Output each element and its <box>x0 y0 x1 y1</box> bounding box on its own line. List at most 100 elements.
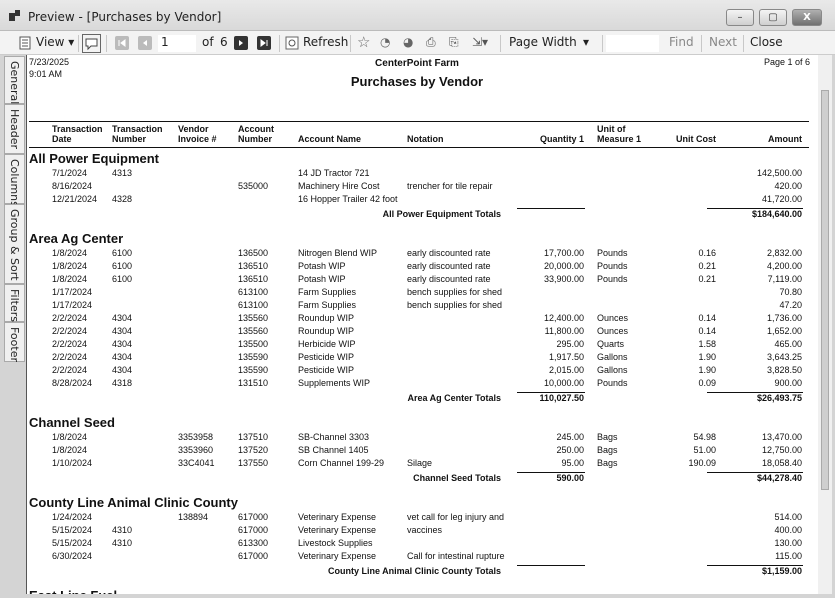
amount-cell: 13,470.00 <box>761 432 802 442</box>
group-total-label: All Power Equipment Totals <box>382 209 501 219</box>
account-number-cell: 617000 <box>238 525 269 535</box>
side-tab-columns[interactable]: Columns <box>4 154 25 207</box>
group-total-amount: $26,493.75 <box>756 393 802 403</box>
unit-cost-cell: 51.00 <box>693 445 716 455</box>
amount-total-rule <box>707 208 803 209</box>
group-total-label: County Line Animal Clinic County Totals <box>327 566 501 576</box>
refresh-icon <box>285 36 299 50</box>
amount-cell: 3,828.50 <box>766 365 802 375</box>
column-header-unit-of-measure: Unit of Measure 1 <box>597 124 642 144</box>
unit-cost-cell: 0.09 <box>698 378 716 388</box>
vendor-invoice-cell: 3353960 <box>178 445 214 455</box>
first-page-icon[interactable] <box>115 36 129 50</box>
next-button[interactable]: Next <box>709 35 737 49</box>
transaction-number-cell: 4304 <box>112 365 133 375</box>
amount-cell: 465.00 <box>774 339 802 349</box>
unit-cost-cell: 190.09 <box>688 458 716 468</box>
amount-cell: 400.00 <box>774 525 802 535</box>
transaction-date-cell: 8/28/2024 <box>52 378 93 388</box>
amount-cell: 130.00 <box>774 538 802 548</box>
transaction-number-cell: 4304 <box>112 326 133 336</box>
account-number-cell: 617000 <box>238 551 269 561</box>
quantity-total-rule <box>517 472 585 473</box>
quantity-cell: 33,900.00 <box>543 274 584 284</box>
globe-icon[interactable]: ◕ <box>403 35 414 49</box>
view-label: View <box>36 35 65 49</box>
transaction-number-cell: 4304 <box>112 352 133 362</box>
print-setup-icon[interactable]: ⎘ <box>449 35 459 49</box>
transaction-date-cell: 6/30/2024 <box>52 551 93 561</box>
quantity-total-rule <box>517 392 585 393</box>
app-icon <box>9 10 20 21</box>
transaction-date-cell: 7/1/2024 <box>52 168 88 178</box>
vendor-group-header: East Line Fuel <box>29 588 117 594</box>
comment-toggle-icon[interactable] <box>82 34 101 53</box>
unit-cost-cell: 0.16 <box>698 248 716 258</box>
transaction-date-cell: 1/17/2024 <box>52 300 93 310</box>
side-tab-header[interactable]: Header <box>4 104 25 154</box>
header-bottom-rule <box>29 147 809 148</box>
transaction-date-cell: 5/15/2024 <box>52 525 93 535</box>
transaction-date-cell: 2/2/2024 <box>52 326 88 336</box>
scrollbar-thumb[interactable] <box>821 90 829 490</box>
unit-cost-cell: 0.14 <box>698 326 716 336</box>
minimize-button[interactable]: – <box>726 9 754 26</box>
side-tab-general[interactable]: General <box>4 56 25 104</box>
transaction-date-cell: 1/8/2024 <box>52 432 88 442</box>
total-pages: 6 <box>220 35 228 49</box>
title-bar: Preview - [Purchases by Vendor] – ▢ X <box>0 0 835 31</box>
column-header-vendor-invoice: Vendor Invoice # <box>178 124 217 144</box>
account-name-cell: Herbicide WIP <box>298 339 356 349</box>
view-menu[interactable]: View ▾ <box>36 35 75 49</box>
amount-cell: 12,750.00 <box>761 445 802 455</box>
unit-of-measure-cell: Bags <box>597 445 618 455</box>
column-header-transaction-date: Transaction Date <box>52 124 103 144</box>
find-button[interactable]: Find <box>669 35 694 49</box>
previous-page-icon[interactable] <box>138 36 152 50</box>
unit-of-measure-cell: Pounds <box>597 261 628 271</box>
account-name-cell: Veterinary Expense <box>298 512 377 522</box>
vendor-group-header: County Line Animal Clinic County <box>29 495 238 510</box>
group-total-label: Area Ag Center Totals <box>407 393 501 403</box>
side-tab-filters[interactable]: Filters <box>4 284 25 322</box>
transaction-date-cell: 2/2/2024 <box>52 365 88 375</box>
unit-cost-cell: 0.14 <box>698 313 716 323</box>
print-icon[interactable]: ⎙ <box>426 35 436 49</box>
quantity-cell: 245.00 <box>556 432 584 442</box>
transaction-number-cell: 4313 <box>112 168 133 178</box>
page-number-input[interactable]: 1 <box>158 35 196 52</box>
notation-cell: early discounted rate <box>407 261 491 271</box>
transaction-date-cell: 1/8/2024 <box>52 248 88 258</box>
account-number-cell: 136500 <box>238 248 269 258</box>
close-window-button[interactable]: X <box>792 9 822 26</box>
zoom-select[interactable]: Page Width ▾ <box>509 35 590 49</box>
zoom-value: Page Width <box>509 35 577 49</box>
account-number-cell: 131510 <box>238 378 269 388</box>
unit-cost-cell: 1.90 <box>698 365 716 375</box>
account-number-cell: 137520 <box>238 445 269 455</box>
find-input[interactable] <box>606 35 659 52</box>
transaction-date-cell: 8/16/2024 <box>52 181 93 191</box>
next-page-icon[interactable] <box>234 36 248 50</box>
refresh-button[interactable]: Refresh <box>303 35 349 49</box>
toolbar: View ▾ 1 of 6 Refresh ☆ ◔ ◕ ⎙ ⎘ ⇲▾ Page … <box>0 31 835 55</box>
gauge-icon[interactable]: ◔ <box>380 35 391 49</box>
amount-cell: 47.20 <box>779 300 802 310</box>
side-tab-group-sort[interactable]: Group & Sort <box>4 204 25 284</box>
transaction-date-cell: 12/21/2024 <box>52 194 98 204</box>
export-icon[interactable]: ⇲▾ <box>472 35 489 49</box>
account-name-cell: Pesticide WIP <box>298 352 355 362</box>
transaction-number-cell: 4304 <box>112 313 133 323</box>
favorite-icon[interactable]: ☆ <box>357 33 371 51</box>
maximize-button[interactable]: ▢ <box>759 9 787 26</box>
quantity-cell: 295.00 <box>556 339 584 349</box>
column-header-transaction-number: Transaction Number <box>112 124 163 144</box>
close-button[interactable]: Close <box>750 35 783 49</box>
account-number-cell: 135500 <box>238 339 269 349</box>
unit-of-measure-cell: Gallons <box>597 352 628 362</box>
side-tab-footer[interactable]: Footer <box>4 322 25 362</box>
amount-cell: 2,832.00 <box>766 248 802 258</box>
last-page-icon[interactable] <box>257 36 271 50</box>
unit-of-measure-cell: Pounds <box>597 378 628 388</box>
vertical-scrollbar[interactable] <box>818 55 832 594</box>
